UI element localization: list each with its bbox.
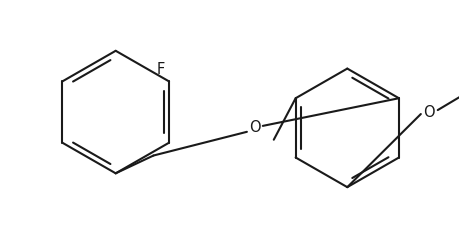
Text: F: F (157, 62, 165, 77)
Text: O: O (422, 105, 434, 120)
Text: O: O (248, 120, 260, 135)
